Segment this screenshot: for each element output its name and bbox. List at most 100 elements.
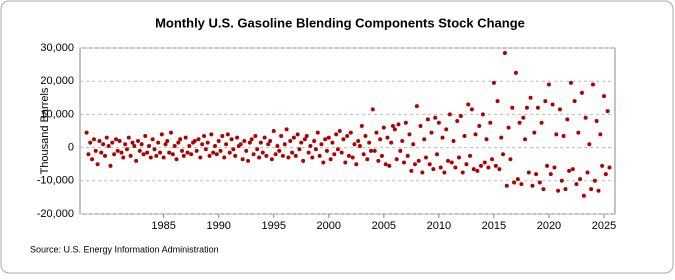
- data-point: [260, 150, 265, 155]
- data-point: [224, 142, 229, 147]
- x-tick-label: 2020: [537, 220, 561, 232]
- data-point: [557, 107, 562, 112]
- data-point: [541, 187, 546, 192]
- data-point: [99, 150, 104, 155]
- data-point: [141, 152, 146, 157]
- data-point: [370, 107, 375, 112]
- data-point: [398, 148, 403, 153]
- data-point: [559, 178, 564, 183]
- data-point: [189, 152, 194, 157]
- data-point: [598, 132, 603, 137]
- data-point: [567, 168, 572, 173]
- data-point: [425, 117, 430, 122]
- data-point: [499, 135, 504, 140]
- data-point: [477, 124, 482, 129]
- data-point: [93, 148, 98, 153]
- data-point: [163, 142, 168, 147]
- data-point: [242, 138, 247, 143]
- data-point: [510, 105, 515, 110]
- x-tick-label: 2010: [427, 220, 451, 232]
- data-point: [315, 130, 320, 135]
- y-tick-label: 20,000: [40, 75, 74, 87]
- data-point: [368, 148, 373, 153]
- data-point: [337, 129, 342, 133]
- data-point: [113, 137, 118, 142]
- data-point: [532, 130, 537, 135]
- data-point: [134, 158, 139, 163]
- data-point: [264, 153, 269, 158]
- data-point: [376, 158, 381, 163]
- data-point: [299, 140, 304, 145]
- data-point: [295, 132, 300, 137]
- data-point: [354, 162, 359, 167]
- data-point: [324, 148, 329, 153]
- data-point: [512, 180, 517, 185]
- data-point: [526, 170, 531, 175]
- data-point: [227, 150, 232, 155]
- data-point: [326, 135, 331, 140]
- data-point: [568, 80, 573, 85]
- y-tick-label: -10,000: [37, 175, 74, 187]
- data-point: [422, 137, 427, 142]
- data-point: [181, 153, 186, 158]
- data-point: [457, 155, 462, 160]
- data-point: [284, 127, 289, 132]
- data-point: [321, 160, 326, 165]
- data-point: [429, 130, 434, 135]
- data-point: [495, 99, 500, 104]
- data-point: [389, 140, 394, 145]
- data-point: [469, 107, 474, 112]
- data-point: [513, 70, 518, 75]
- data-point: [101, 142, 106, 147]
- data-point: [196, 137, 201, 142]
- data-point: [556, 188, 561, 193]
- data-point: [572, 99, 577, 104]
- data-point: [165, 138, 170, 143]
- data-point: [363, 133, 368, 138]
- data-point: [444, 127, 449, 132]
- data-point: [266, 142, 271, 147]
- data-point: [442, 170, 447, 175]
- data-point: [378, 137, 383, 142]
- data-point: [277, 148, 282, 153]
- y-tick-label: 10,000: [40, 108, 74, 120]
- data-point: [524, 105, 529, 110]
- data-point: [460, 170, 465, 175]
- data-point: [539, 120, 544, 125]
- data-point: [121, 155, 126, 160]
- data-point: [482, 160, 487, 165]
- data-point: [546, 82, 551, 87]
- data-point: [590, 82, 595, 87]
- data-point: [130, 140, 135, 145]
- data-point: [104, 135, 109, 140]
- data-point: [247, 140, 252, 145]
- data-point: [291, 135, 296, 140]
- data-point: [115, 148, 120, 153]
- data-point: [231, 147, 236, 152]
- data-point: [359, 124, 364, 129]
- data-point: [438, 165, 443, 170]
- data-point: [102, 153, 107, 158]
- data-point: [447, 112, 452, 117]
- y-tick-label: -20,000: [37, 208, 74, 220]
- data-point: [253, 133, 258, 138]
- data-point: [574, 182, 579, 187]
- data-point: [301, 158, 306, 163]
- data-point: [172, 143, 177, 148]
- data-point: [585, 170, 590, 175]
- data-point: [491, 80, 496, 85]
- x-tick-label: 2025: [592, 220, 616, 232]
- data-point: [169, 130, 174, 135]
- data-point: [280, 153, 285, 158]
- data-point: [91, 137, 96, 142]
- data-point: [334, 132, 339, 137]
- data-point: [286, 155, 291, 160]
- data-point: [387, 163, 392, 168]
- y-tick-label: 30,000: [40, 42, 74, 54]
- data-point: [464, 162, 469, 167]
- data-point: [583, 115, 588, 120]
- data-point: [488, 120, 493, 125]
- x-tick-label: 1990: [206, 220, 230, 232]
- data-point: [352, 142, 357, 147]
- data-point: [554, 132, 559, 137]
